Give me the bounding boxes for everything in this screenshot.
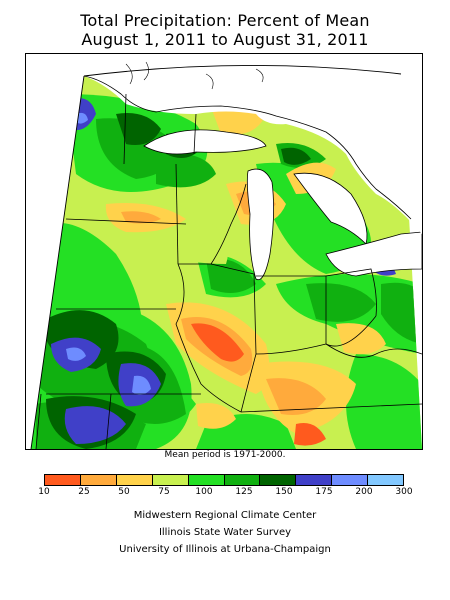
- legend-tick-label: 50: [118, 487, 130, 497]
- legend-tick-label: 100: [195, 487, 213, 497]
- legend-swatch-6: [259, 475, 296, 485]
- legend-swatch-2: [115, 475, 152, 485]
- legend-swatch-8: [331, 475, 368, 485]
- legend-tick-label: 150: [275, 487, 293, 497]
- mean-period-note: Mean period is 1971-2000.: [164, 450, 286, 460]
- precipitation-map: [25, 53, 423, 450]
- color-legend: [44, 474, 405, 486]
- credit-line-3: University of Illinois at Urbana-Champai…: [119, 544, 331, 555]
- legend-tick-label: 25: [78, 487, 90, 497]
- legend-swatch-5: [223, 475, 260, 485]
- legend-swatch-0: [44, 475, 80, 485]
- map-title: Total Precipitation: Percent of Mean: [80, 11, 370, 30]
- legend-tick-label: 10: [38, 487, 50, 497]
- credit-line-2: Illinois State Water Survey: [158, 527, 292, 538]
- legend-tick-label: 125: [235, 487, 253, 497]
- legend-swatch-9: [367, 475, 405, 485]
- map-date-range: August 1, 2011 to August 31, 2011: [81, 30, 369, 49]
- legend-tick-label: 300: [395, 487, 413, 497]
- legend-swatch-3: [151, 475, 188, 485]
- legend-tick-label: 75: [158, 487, 170, 497]
- legend-swatch-1: [79, 475, 116, 485]
- credit-line-1: Midwestern Regional Climate Center: [133, 510, 317, 521]
- legend-tick-label: 175: [315, 487, 333, 497]
- legend-swatch-7: [295, 475, 332, 485]
- legend-tick-label: 200: [355, 487, 373, 497]
- legend-tick-labels: 10 25 50 75 100 125 150 175 200 300: [38, 487, 412, 501]
- legend-swatch-4: [187, 475, 224, 485]
